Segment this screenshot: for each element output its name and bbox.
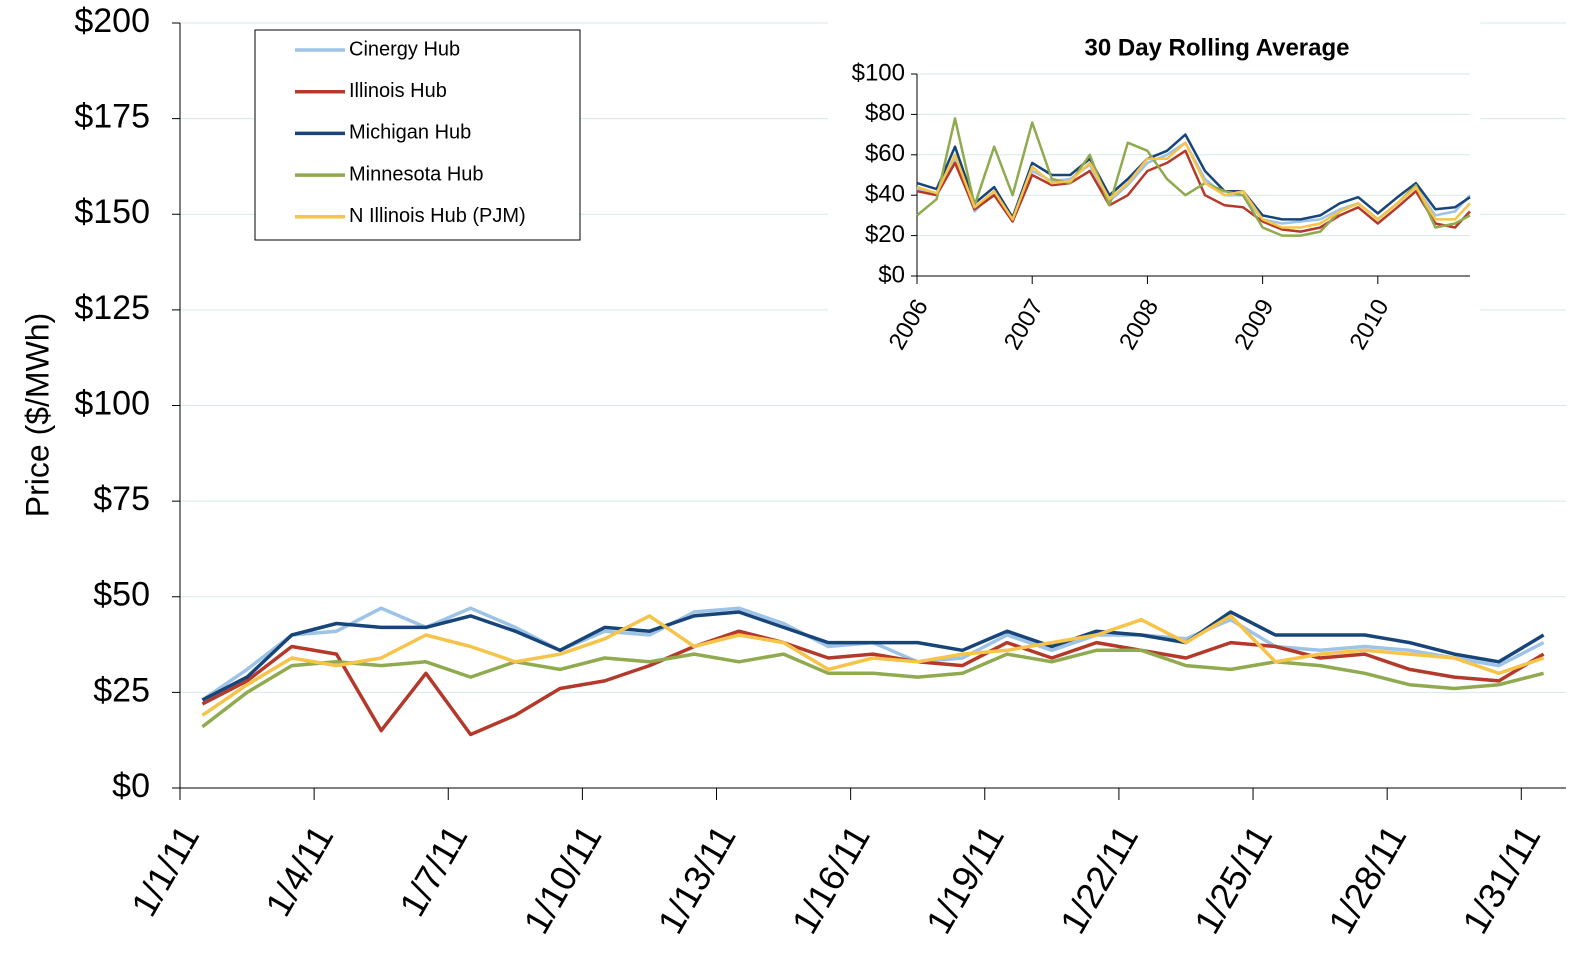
y-tick-label: $150 — [74, 193, 150, 231]
y-tick-label: $60 — [865, 140, 905, 167]
y-tick-label: $75 — [93, 480, 150, 518]
x-tick-label: 1/4/11 — [257, 818, 341, 923]
inset-background — [828, 18, 1480, 388]
y-tick-label: $40 — [865, 181, 905, 208]
x-tick-label: 1/31/11 — [1454, 818, 1548, 940]
y-tick-label: $20 — [865, 221, 905, 248]
y-tick-label: $80 — [865, 100, 905, 127]
legend-label: Minnesota Hub — [349, 163, 484, 185]
series-line — [201, 629, 1545, 737]
legend-label: Illinois Hub — [349, 80, 447, 102]
x-tick-label: 1/19/11 — [918, 818, 1012, 940]
x-tick-label: 1/16/11 — [784, 818, 878, 940]
y-tick-label: $175 — [74, 98, 150, 136]
series-line — [201, 614, 1545, 717]
x-tick-label: 1/28/11 — [1320, 818, 1414, 940]
y-tick-label: $125 — [74, 289, 150, 327]
legend-label: N Illinois Hub (PJM) — [349, 205, 526, 227]
y-tick-label: $100 — [74, 384, 150, 422]
y-tick-label: $0 — [112, 767, 150, 805]
x-tick-label: 1/22/11 — [1052, 818, 1146, 940]
y-tick-label: $0 — [878, 261, 905, 288]
inset-title: 30 Day Rolling Average — [1085, 34, 1350, 61]
x-tick-label: 1/13/11 — [649, 818, 743, 940]
y-tick-label: $200 — [74, 2, 150, 40]
series-line — [201, 648, 1545, 729]
legend-label: Michigan Hub — [349, 122, 471, 144]
x-tick-label: 1/10/11 — [515, 818, 609, 940]
y-tick-label: $25 — [93, 671, 150, 709]
legend-label: Cinergy Hub — [349, 38, 460, 60]
series-line — [201, 610, 1545, 702]
x-tick-label: 1/7/11 — [391, 818, 475, 923]
x-tick-label: 1/1/11 — [123, 818, 207, 923]
x-tick-label: 1/25/11 — [1186, 818, 1280, 940]
legend: Cinergy Hub Illinois Hub Michigan Hub Minne… — [254, 29, 581, 241]
series-line — [916, 141, 1471, 229]
y-axis-label: Price ($/MWh) — [19, 313, 55, 517]
y-tick-label: $50 — [93, 576, 150, 614]
series-line — [916, 133, 1471, 221]
series-line — [916, 149, 1471, 233]
y-tick-label: $100 — [852, 59, 905, 86]
